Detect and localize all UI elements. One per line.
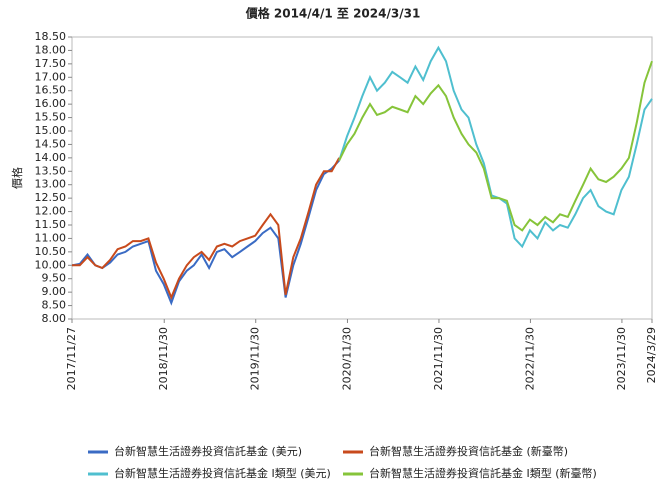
legend-label: 台新智慧生活證券投資信託基金 I類型 (美元) bbox=[114, 466, 331, 480]
y-tick-label: 18.50 bbox=[35, 30, 67, 43]
legend-label: 台新智慧生活證券投資信託基金 (美元) bbox=[114, 444, 302, 458]
y-tick-label: 13.50 bbox=[35, 164, 67, 177]
x-tick-label: 2020/11/30 bbox=[340, 327, 353, 390]
y-tick-label: 8.00 bbox=[42, 312, 67, 325]
x-tick-label: 2017/11/27 bbox=[65, 327, 78, 390]
y-tick-label: 12.00 bbox=[35, 205, 67, 218]
series-line bbox=[338, 45, 653, 249]
x-tick-label: 2022/11/30 bbox=[523, 327, 536, 390]
y-tick-label: 11.50 bbox=[35, 218, 67, 231]
y-tick-label: 14.50 bbox=[35, 137, 67, 150]
y-tick-label: 9.50 bbox=[42, 272, 67, 285]
y-tick-label: 17.00 bbox=[35, 70, 67, 83]
x-tick-label: 2024/3/29 bbox=[645, 327, 658, 383]
y-tick-label: 8.50 bbox=[42, 299, 67, 312]
y-tick-label: 12.50 bbox=[35, 191, 67, 204]
y-tick-label: 15.00 bbox=[35, 124, 67, 137]
chart-title: 價格 2014/4/1 至 2024/3/31 bbox=[245, 6, 421, 21]
plot-frame bbox=[71, 36, 653, 320]
y-tick-label: 11.00 bbox=[35, 231, 67, 244]
legend-label: 台新智慧生活證券投資信託基金 I類型 (新臺幣) bbox=[369, 466, 597, 480]
y-tick-label: 9.00 bbox=[42, 285, 67, 298]
x-tick-label: 2023/11/30 bbox=[615, 327, 628, 390]
x-tick-label: 2021/11/30 bbox=[432, 327, 445, 390]
legend-label: 台新智慧生活證券投資信託基金 (新臺幣) bbox=[369, 444, 568, 458]
y-tick-label: 15.50 bbox=[35, 111, 67, 124]
y-axis-label: 價格 bbox=[10, 167, 24, 189]
series-line bbox=[71, 159, 340, 306]
series-line bbox=[338, 60, 653, 232]
y-tick-label: 10.50 bbox=[35, 245, 67, 258]
y-tick-label: 16.00 bbox=[35, 97, 67, 110]
y-tick-label: 10.00 bbox=[35, 258, 67, 271]
y-tick-label: 16.50 bbox=[35, 84, 67, 97]
y-tick-label: 14.00 bbox=[35, 151, 67, 164]
x-tick-label: 2018/11/30 bbox=[157, 327, 170, 390]
x-tick-label: 2019/11/30 bbox=[249, 327, 262, 390]
y-tick-label: 13.00 bbox=[35, 178, 67, 191]
y-tick-label: 17.50 bbox=[35, 57, 67, 70]
y-tick-label: 18.00 bbox=[35, 43, 67, 56]
series-line bbox=[72, 157, 341, 301]
